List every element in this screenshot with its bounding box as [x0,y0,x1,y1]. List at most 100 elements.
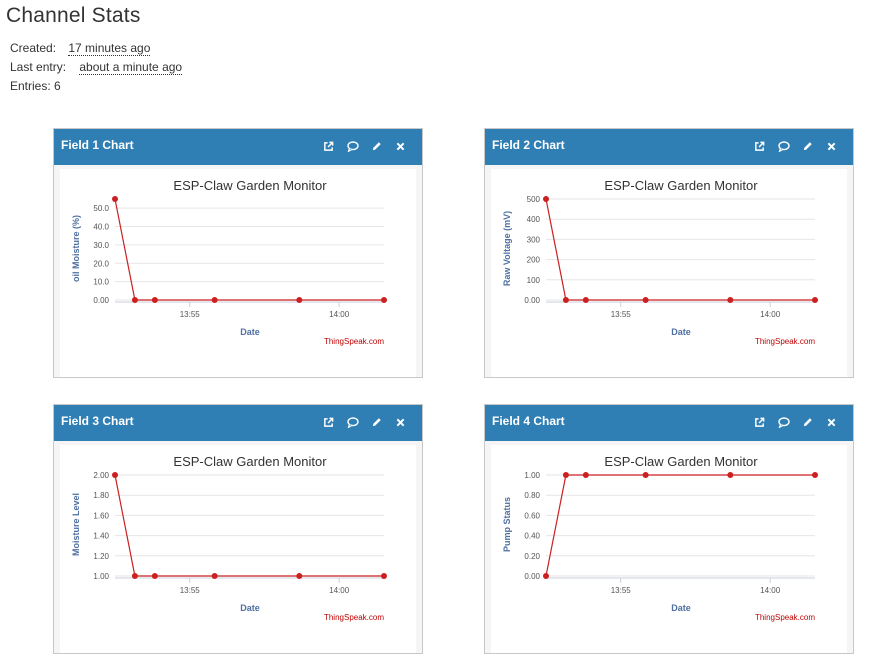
thingspeak-credit[interactable]: ThingSpeak.com [324,337,384,346]
data-point[interactable] [642,297,649,303]
panel-header: Field 2 Chart [485,129,853,165]
close-icon [827,142,836,151]
x-axis-title: Date [671,603,691,613]
panel-header: Field 3 Chart [54,405,422,441]
close-button[interactable] [393,415,408,430]
field-3-chart-svg: ESP-Claw Garden Monitor 1.00 1.20 1.40 1.60 1… [71,454,387,622]
x-axis-title: Date [240,327,260,337]
data-point[interactable] [812,297,818,303]
chart-area: ESP-Claw Garden Monitor 0.00 100 200 300 400 5… [491,169,847,377]
data-point[interactable] [381,573,387,579]
chart-area: ESP-Claw Garden Monitor 1.00 1.20 1.40 1.60 1… [60,445,416,653]
data-point[interactable] [812,472,818,478]
x-tick-label: 13:55 [180,310,201,319]
data-point[interactable] [543,573,549,579]
data-point[interactable] [582,472,589,478]
created-stat: Created: 17 minutes ago [10,41,151,56]
y-tick-label: 1.00 [524,471,540,480]
open-chart-button[interactable] [752,139,767,154]
y-tick-label: 50.0 [93,204,109,213]
field-2-chart-svg: ESP-Claw Garden Monitor 0.00 100 200 300 400 5… [502,178,818,346]
comment-button[interactable] [345,139,360,154]
y-tick-label: 500 [527,195,541,204]
y-tick-label: 2.00 [93,471,109,480]
y-tick-label: 1.80 [93,491,109,500]
edit-button[interactable] [800,139,815,154]
field-1-chart-panel: Field 1 Chart ESP-Claw Garden Monitor 0.00… [53,128,423,378]
field-3-chart-panel: Field 3 Chart ESP-Claw Garden Monitor 1.00… [53,404,423,654]
x-tick-label: 14:00 [760,586,781,595]
data-point[interactable] [727,297,734,303]
y-axis-title: Raw Voltage (mV) [502,211,512,286]
y-tick-label: 0.00 [524,296,540,305]
data-point[interactable] [211,297,218,303]
field-4-chart-panel: Field 4 Chart ESP-Claw Garden Monitor 0.00… [484,404,854,654]
edit-button[interactable] [800,415,815,430]
y-axis-title: Moisture Level [71,493,81,556]
field-1-chart-svg: ESP-Claw Garden Monitor 0.00 10.0 20.0 30.0 4… [71,178,387,346]
data-point[interactable] [296,297,303,303]
data-point[interactable] [112,472,118,478]
comment-button[interactable] [345,415,360,430]
last-entry-value: about a minute ago [79,60,183,75]
comment-button[interactable] [776,415,791,430]
data-point[interactable] [211,573,218,579]
panel-tools [752,139,839,154]
pencil-icon [371,141,382,152]
chart-title: ESP-Claw Garden Monitor [173,454,327,469]
y-tick-label: 400 [527,215,541,224]
data-point[interactable] [296,573,303,579]
thingspeak-credit[interactable]: ThingSpeak.com [755,613,815,622]
data-point[interactable] [151,297,158,303]
close-button[interactable] [824,139,839,154]
open-chart-button[interactable] [321,139,336,154]
created-label: Created: [10,41,57,55]
close-button[interactable] [393,139,408,154]
data-point[interactable] [131,297,138,303]
y-tick-label: 1.40 [93,532,109,541]
chart-title: ESP-Claw Garden Monitor [173,178,327,193]
data-point[interactable] [582,297,589,303]
pencil-icon [371,417,382,428]
x-tick-label: 14:00 [329,310,350,319]
comment-icon [346,417,359,428]
y-tick-label: 1.20 [93,552,109,561]
x-tick-label: 13:55 [611,586,632,595]
edit-button[interactable] [369,139,384,154]
comment-button[interactable] [776,139,791,154]
close-button[interactable] [824,415,839,430]
data-point[interactable] [562,472,569,478]
y-axis-title: oil Moisture (%) [71,215,81,282]
y-tick-label: 40.0 [93,223,109,232]
edit-button[interactable] [369,415,384,430]
data-point[interactable] [112,196,118,202]
entries-count: Entries: 6 [10,79,61,93]
data-point[interactable] [381,297,387,303]
open-chart-button[interactable] [752,415,767,430]
pencil-icon [802,141,813,152]
data-point[interactable] [151,573,158,579]
thingspeak-credit[interactable]: ThingSpeak.com [755,337,815,346]
chart-title: ESP-Claw Garden Monitor [604,454,758,469]
thingspeak-credit[interactable]: ThingSpeak.com [324,613,384,622]
external-link-icon [754,141,765,152]
y-tick-label: 300 [527,235,541,244]
y-tick-label: 200 [527,256,541,265]
data-point[interactable] [642,472,649,478]
external-link-icon [323,141,334,152]
y-tick-label: 0.20 [524,552,540,561]
series-line [114,198,384,301]
open-chart-button[interactable] [321,415,336,430]
data-point[interactable] [562,297,569,303]
field-2-chart-panel: Field 2 Chart ESP-Claw Garden Monitor 0.00… [484,128,854,378]
data-point[interactable] [543,196,549,202]
data-point[interactable] [131,573,138,579]
data-point[interactable] [727,472,734,478]
panel-tools [752,415,839,430]
panel-tools [321,139,408,154]
panel-title: Field 4 Chart [492,414,565,428]
panel-header: Field 4 Chart [485,405,853,441]
y-tick-label: 1.00 [93,572,109,581]
y-tick-label: 0.00 [93,296,109,305]
y-tick-label: 100 [527,276,541,285]
